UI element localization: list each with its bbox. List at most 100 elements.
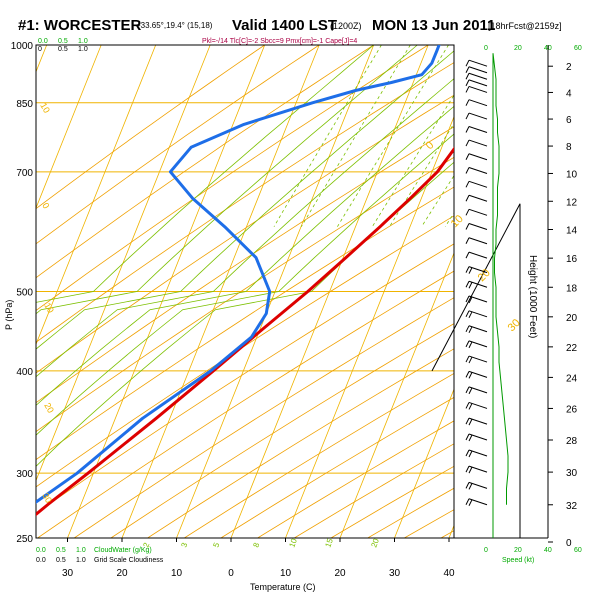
x-tick-label: 0 [228,568,234,579]
speed-bot-40: 40 [544,547,552,554]
x-tick-label: 20 [334,568,346,579]
barb-flag [465,167,470,174]
wind-barb [465,340,488,349]
wind-barb [465,310,488,319]
cloud-top2-05: 0.5 [58,46,68,53]
mixing-ratio-20 [444,212,454,227]
surface-dewpoint-marker [460,48,465,53]
barb-staff [468,79,488,87]
grid-scale-label: Grid Scale Cloudiness [94,557,164,564]
barb-flag [468,418,473,426]
adiabat-label: 20 [42,401,56,415]
mixing-ratio-10 [389,122,454,227]
cloud-top2-1: 1.0 [78,46,88,53]
wind-barb [465,295,488,304]
barb-flag [465,59,470,67]
moist-adiabat [36,45,374,303]
speed-top-0: 0 [484,45,488,52]
wind-barb [465,72,488,80]
mixing-ratio-label: 10 [287,537,299,549]
barb-staff [468,223,488,230]
utc-time: (1200Z) [330,21,362,31]
dry-adiabat [36,45,375,279]
barb-flag [468,282,473,289]
moist-adiabat [36,105,454,406]
temperature-profile [36,146,454,517]
dry-adiabat [36,126,454,404]
wind-barb [465,85,488,93]
barb-flag [465,66,470,73]
barb-flag [465,465,470,473]
barb-staff [468,66,488,74]
isotherm--50 [36,45,157,346]
barb-staff [468,112,488,120]
height-tick-label: 14 [566,225,578,236]
height-tick-label: 26 [566,404,578,415]
pressure-tick-label: 850 [16,99,33,110]
wind-barb [465,355,488,364]
height-tick-label: 30 [566,468,578,479]
adiabat-label: 10 [42,301,56,315]
cloud-bot-1: 1.0 [76,547,86,554]
height-tick-label: 28 [566,436,578,447]
moist-adiabat [36,78,454,378]
speed-bot-0: 0 [484,547,488,554]
height-tick-label: 24 [566,373,578,384]
barb-flag [468,341,473,349]
barb-staff [468,99,488,107]
dry-adiabat [220,396,454,538]
mixing-ratio-label: 2 [141,541,151,549]
barb-flag [468,403,473,410]
height-tick-label: 12 [566,197,578,208]
barb-staff [468,72,488,80]
barb-flag [465,112,470,120]
dry-adiabat [36,215,454,488]
wind-speed-profile [492,53,509,538]
x-tick-label: 30 [62,568,74,579]
pressure-tick-label: 400 [16,367,33,378]
wind-barb [465,139,488,147]
barb-staff [468,59,488,67]
isotherm-30 [394,388,454,538]
dry-adiabat [146,348,454,538]
barb-flag [468,356,473,364]
barb-flag [468,372,473,379]
cloud-bot2-0: 0.0 [36,557,46,564]
dry-adiabat [36,62,454,343]
cloud-bot2-05: 0.5 [56,557,66,564]
dewpoint-profile [36,45,441,504]
wind-barb [465,481,488,490]
cloud-top-05: 0.5 [58,38,68,45]
isotherm--20 [121,45,320,538]
barb-flag [465,251,470,259]
dry-adiabat [36,45,266,210]
wind-barb [465,208,488,216]
wind-barb [465,166,488,174]
mixing-ratio-5 [337,45,449,227]
barb-flag [468,296,473,304]
height-tick-label: 16 [566,254,578,265]
height-tick-label: 18 [566,283,578,294]
barb-flag [468,326,473,334]
surface-temp-marker [559,48,564,53]
wind-barb [465,417,488,426]
isotherm-label: 10 [449,213,466,230]
forecast-label: [18hrFcst@2159z] [488,21,562,31]
barb-staff [468,166,488,174]
speed-top-20: 20 [514,45,522,52]
x-tick-label: 10 [280,568,292,579]
adiabat-label: 0 [40,201,51,210]
wind-barb [465,99,488,107]
barb-staff [468,85,488,93]
x-tick-label: 40 [443,568,455,579]
barb-flag [465,433,470,441]
barb-flag [465,310,470,318]
y-axis-title: P (hPa) [4,300,14,330]
height-tick-label: 32 [566,501,578,512]
height-tick-label: 0 [566,538,572,549]
tropopause-line [431,203,521,372]
barb-flag [468,434,473,442]
wind-barb [465,153,488,161]
pressure-tick-label: 500 [16,288,33,299]
